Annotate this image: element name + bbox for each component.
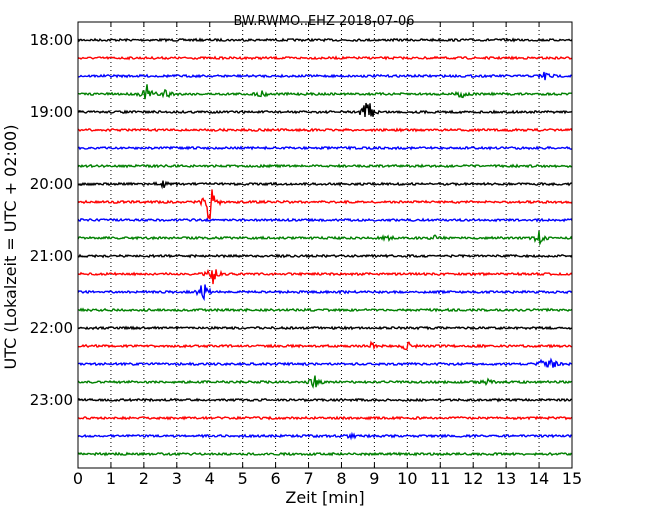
trace-line: [77, 102, 573, 117]
trace-line: [77, 37, 573, 43]
y-axis-label: UTC (Lokalzeit = UTC + 02:00): [1, 125, 20, 370]
x-tick-label: 14: [529, 469, 549, 488]
trace-line: [77, 268, 573, 285]
trace-line: [77, 451, 573, 457]
x-tick-label: 6: [271, 469, 281, 488]
x-tick-label: 2: [139, 469, 149, 488]
x-tick-label: 11: [430, 469, 450, 488]
trace-line: [77, 375, 573, 389]
x-tick-label: 8: [336, 469, 346, 488]
traces: [77, 37, 573, 457]
x-axis: 0 1 2 3 4 5 6 7 8 9 10 11 12 13 14 15: [73, 22, 582, 488]
trace-line: [77, 84, 573, 100]
x-tick-label: 0: [73, 469, 83, 488]
trace-line: [77, 284, 573, 302]
trace-line: [77, 71, 573, 81]
x-tick-label: 1: [106, 469, 116, 488]
x-tick-label: 4: [205, 469, 215, 488]
trace-line: [77, 415, 573, 421]
x-tick-label: 5: [238, 469, 248, 488]
x-tick-label: 9: [369, 469, 379, 488]
x-tick-label: 7: [303, 469, 313, 488]
y-tick-label: 21:00: [30, 247, 73, 265]
x-tick-label: 10: [397, 469, 417, 488]
plot-frame: [77, 21, 573, 469]
trace-line: [77, 397, 572, 403]
trace-line: [77, 180, 573, 190]
x-tick-label: 15: [562, 469, 582, 488]
trace-line: [77, 357, 573, 368]
y-tick-label: 18:00: [30, 31, 73, 49]
y-tick-label: 20:00: [30, 175, 73, 193]
trace-line: [77, 431, 573, 441]
y-tick-label: 23:00: [30, 391, 73, 409]
trace-line: [77, 189, 573, 220]
y-tick-label: 22:00: [30, 319, 73, 337]
y-axis: 18:00 19:00 20:00 21:00 22:00 23:00: [30, 31, 83, 409]
trace-line: [77, 340, 573, 351]
trace-line: [77, 217, 573, 223]
trace-line: [77, 231, 573, 247]
x-tick-label: 3: [172, 469, 182, 488]
y-tick-label: 19:00: [30, 103, 73, 121]
x-axis-label: Zeit [min]: [285, 488, 364, 507]
trace-line: [77, 127, 573, 133]
x-tick-label: 12: [463, 469, 483, 488]
trace-line: [77, 55, 573, 61]
trace-line: [77, 163, 573, 169]
trace-line: [77, 145, 573, 151]
trace-line: [77, 325, 573, 331]
trace-line: [77, 253, 573, 259]
trace-line: [78, 307, 573, 313]
x-tick-label: 13: [496, 469, 516, 488]
